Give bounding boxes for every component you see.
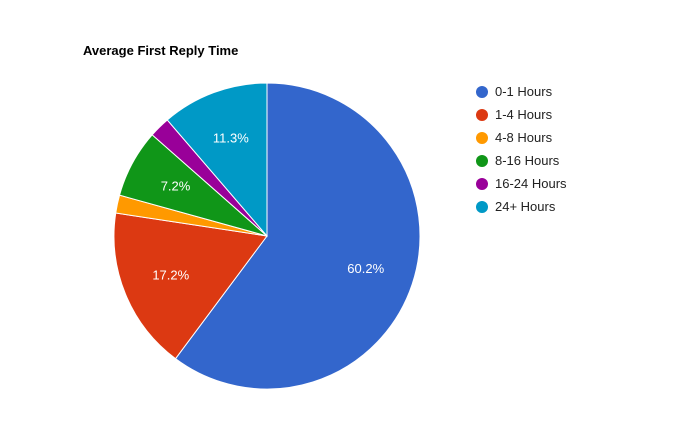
legend-label: 4-8 Hours	[495, 130, 553, 145]
chart-title: Average First Reply Time	[83, 43, 239, 58]
legend-item-4-8-hours[interactable]: 4-8 Hours	[476, 126, 567, 149]
legend-item-8-16-hours[interactable]: 8-16 Hours	[476, 149, 567, 172]
pie-slice-0-1-hours[interactable]	[174, 82, 421, 390]
legend-item-16-24-hours[interactable]: 16-24 Hours	[476, 172, 567, 195]
chart-legend: 0-1 Hours 1-4 Hours 4-8 Hours 8-16 Hours 16-…	[476, 80, 567, 218]
legend-item-24-hours[interactable]: 24+ Hours	[476, 195, 567, 218]
legend-swatch	[476, 85, 488, 98]
slice-label-1-4-hours: 17.2%	[152, 268, 189, 283]
pie-slice-1-4-hours[interactable]	[113, 212, 268, 360]
pie-slice-24-hours[interactable]	[166, 82, 268, 238]
legend-label: 8-16 Hours	[495, 153, 560, 168]
legend-swatch	[476, 177, 488, 190]
legend-item-0-1-hours[interactable]: 0-1 Hours	[476, 80, 567, 103]
legend-label: 1-4 Hours	[495, 107, 553, 122]
legend-label: 16-24 Hours	[495, 176, 567, 191]
legend-label: 0-1 Hours	[495, 84, 553, 99]
legend-label: 24+ Hours	[495, 199, 556, 214]
legend-swatch	[476, 200, 488, 213]
slice-label-24-hours: 11.3%	[213, 130, 249, 145]
slice-label-8-16-hours: 7.2%	[161, 178, 191, 193]
legend-swatch	[476, 154, 488, 167]
legend-swatch	[476, 108, 488, 121]
slice-label-0-1-hours: 60.2%	[347, 261, 384, 276]
legend-item-1-4-hours[interactable]: 1-4 Hours	[476, 103, 567, 126]
legend-swatch	[476, 131, 488, 144]
